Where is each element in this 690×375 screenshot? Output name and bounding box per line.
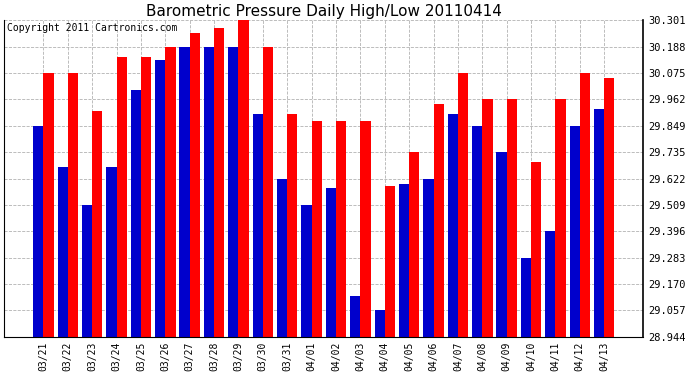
Bar (228, 46, 239, 337)
Bar (43, 73, 54, 337)
Bar (385, 186, 395, 337)
Bar (580, 73, 590, 337)
Bar (190, 33, 200, 337)
Bar (141, 57, 151, 337)
Bar (569, 126, 580, 337)
Bar (130, 90, 141, 337)
Bar (326, 188, 336, 337)
Bar (555, 99, 566, 337)
Bar (302, 205, 312, 337)
Bar (179, 46, 190, 337)
Bar (496, 152, 506, 337)
Bar (82, 205, 92, 337)
Bar (604, 78, 614, 337)
Bar (472, 126, 482, 337)
Bar (253, 114, 263, 337)
Bar (433, 105, 444, 337)
Bar (545, 231, 555, 337)
Bar (506, 99, 517, 337)
Bar (336, 121, 346, 337)
Bar (117, 57, 127, 337)
Bar (409, 152, 420, 337)
Bar (166, 46, 175, 337)
Bar (33, 126, 43, 337)
Bar (263, 46, 273, 337)
Bar (458, 73, 468, 337)
Bar (448, 114, 458, 337)
Bar (594, 109, 604, 337)
Bar (204, 46, 214, 337)
Bar (360, 121, 371, 337)
Bar (214, 27, 224, 337)
Bar (68, 73, 78, 337)
Bar (399, 184, 409, 337)
Bar (239, 20, 248, 337)
Bar (57, 167, 68, 337)
Bar (350, 296, 360, 337)
Bar (106, 167, 117, 337)
Bar (375, 310, 385, 337)
Title: Barometric Pressure Daily High/Low 20110414: Barometric Pressure Daily High/Low 20110… (146, 4, 502, 19)
Bar (277, 178, 287, 337)
Bar (92, 111, 102, 337)
Bar (482, 99, 493, 337)
Bar (155, 60, 166, 337)
Bar (312, 121, 322, 337)
Bar (531, 162, 541, 337)
Bar (287, 114, 297, 337)
Bar (423, 178, 433, 337)
Text: Copyright 2011 Cartronics.com: Copyright 2011 Cartronics.com (8, 24, 178, 33)
Bar (521, 258, 531, 337)
